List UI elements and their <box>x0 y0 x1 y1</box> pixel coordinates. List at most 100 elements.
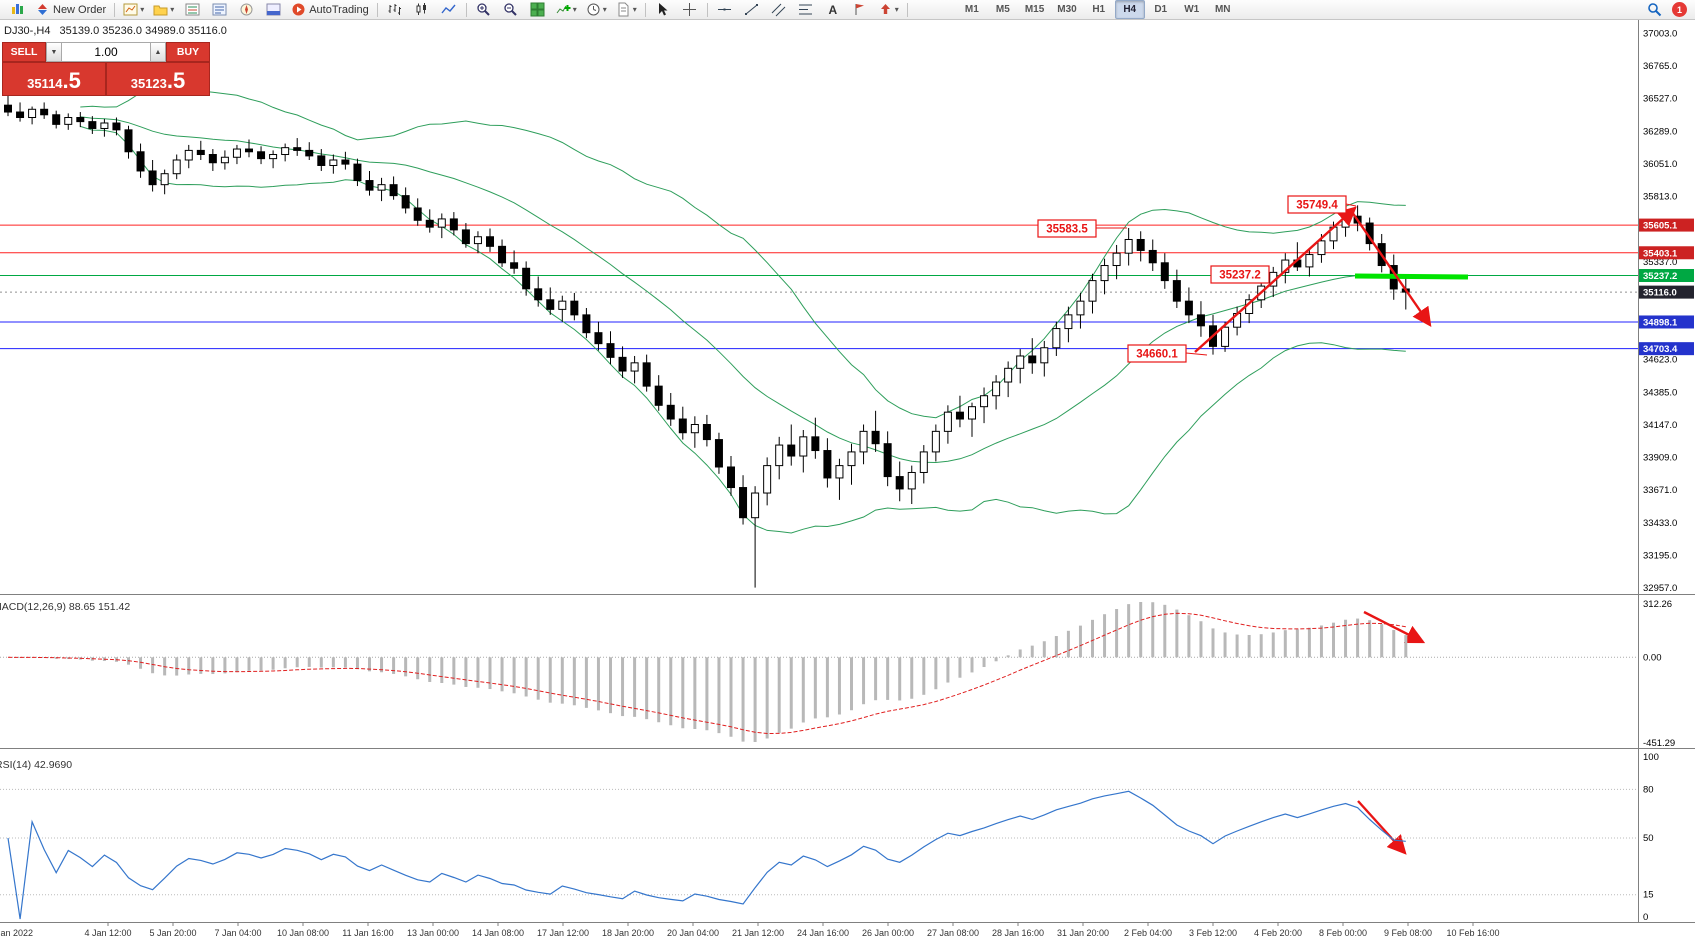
search-icon <box>1647 3 1661 17</box>
terminal-icon <box>266 3 281 16</box>
candlestick-chart-icon <box>416 3 427 15</box>
volume-input[interactable] <box>62 42 150 62</box>
chart-annotations[interactable]: 35749.4 35583.5 35237.2 34660.1 <box>1037 195 1469 855</box>
sell-button[interactable]: SELL <box>2 42 46 62</box>
horizontal-line-icon <box>718 8 732 11</box>
navigator-button[interactable] <box>233 0 259 19</box>
macd-panel: MACD(12,26,9) 88.65 151.42 312.26 0.00 -451… <box>0 599 1675 749</box>
periods-button[interactable]: ▾ <box>582 0 611 19</box>
svg-text:34703.4: 34703.4 <box>1643 344 1678 355</box>
profiles-button[interactable]: ▾ <box>149 0 178 19</box>
fibonacci-icon <box>799 4 813 15</box>
horizontal-line-button[interactable] <box>712 0 738 19</box>
crosshair-button[interactable] <box>677 0 703 19</box>
svg-text:35403.1: 35403.1 <box>1643 248 1678 259</box>
line-chart-button[interactable] <box>436 0 462 19</box>
svg-text:34898.1: 34898.1 <box>1643 317 1678 328</box>
market-watch-button[interactable] <box>179 0 205 19</box>
terminal-button[interactable] <box>260 0 286 19</box>
cursor-button[interactable] <box>650 0 676 19</box>
svg-text:26 Jan 00:00: 26 Jan 00:00 <box>862 928 914 938</box>
price-tag <box>1639 285 1694 299</box>
tile-windows-icon <box>530 2 545 17</box>
svg-text:3 Feb 12:00: 3 Feb 12:00 <box>1189 928 1237 938</box>
svg-text:0: 0 <box>1643 912 1648 923</box>
timeframe-m1-button[interactable]: M1 <box>964 4 979 15</box>
svg-text:-451.29: -451.29 <box>1643 738 1675 749</box>
timeframe-d1-button[interactable]: D1 <box>1154 4 1168 15</box>
data-window-button[interactable] <box>206 0 232 19</box>
time-axis[interactable]: Jan 2022 4 Jan 12:00 5 Jan 20:00 7 Jan 04:0… <box>0 922 1500 939</box>
fibonacci-button[interactable] <box>793 0 819 19</box>
price-tag <box>1639 269 1694 283</box>
sell-price[interactable]: 35114.5 <box>2 62 106 96</box>
volume-down-button[interactable]: ▼ <box>46 42 62 62</box>
tile-windows-button[interactable] <box>525 0 551 19</box>
svg-text:36051.0: 36051.0 <box>1643 159 1677 170</box>
timeframe-h1-button[interactable]: H1 <box>1092 4 1106 15</box>
panel-separators[interactable] <box>0 594 1695 923</box>
timeframe-mn-button[interactable]: MN <box>1214 4 1231 15</box>
svg-text:35749.4: 35749.4 <box>1296 200 1338 212</box>
svg-text:20 Jan 04:00: 20 Jan 04:00 <box>667 928 719 938</box>
chevron-down-icon: ▾ <box>602 5 607 14</box>
timeframe-m5-button[interactable]: M5 <box>995 4 1010 15</box>
horizontal-lines[interactable] <box>0 224 1638 350</box>
chevron-down-icon: ▾ <box>170 5 175 14</box>
new-order-button[interactable]: New Order <box>31 0 110 19</box>
timeframe-m30-button[interactable]: M30 <box>1057 4 1077 15</box>
templates-button[interactable]: ▾ <box>612 0 641 19</box>
chevron-down-icon: ▾ <box>894 5 899 14</box>
svg-text:100: 100 <box>1643 752 1659 763</box>
buy-button[interactable]: BUY <box>166 42 210 62</box>
crosshair-icon <box>683 3 697 16</box>
svg-text:28 Jan 16:00: 28 Jan 16:00 <box>992 928 1044 938</box>
candlestick-chart-button[interactable] <box>409 0 435 19</box>
svg-text:34385.0: 34385.0 <box>1643 387 1677 398</box>
timeframe-w1-button[interactable]: W1 <box>1184 4 1200 15</box>
price-callout <box>1210 265 1270 284</box>
svg-text:35813.0: 35813.0 <box>1643 192 1677 203</box>
svg-text:18 Jan 20:00: 18 Jan 20:00 <box>602 928 654 938</box>
svg-text:36289.0: 36289.0 <box>1643 126 1677 137</box>
arrows-button[interactable]: ▾ <box>874 0 903 19</box>
svg-text:35337.0: 35337.0 <box>1643 257 1677 268</box>
zoom-out-button[interactable] <box>498 0 524 19</box>
indicators-button[interactable]: ▾ <box>552 0 581 19</box>
autotrading-icon <box>292 3 305 16</box>
svg-text:312.26: 312.26 <box>1643 599 1672 610</box>
separator <box>906 2 908 17</box>
svg-text:2 Feb 04:00: 2 Feb 04:00 <box>1124 928 1172 938</box>
price-axis[interactable]: 37003.0 36765.0 36527.0 36289.0 36051.0 35813… <box>1638 20 1695 922</box>
buy-price[interactable]: 35123.5 <box>106 62 210 96</box>
channel-button[interactable] <box>766 0 792 19</box>
volume-up-button[interactable]: ▲ <box>150 42 166 62</box>
autotrading-button[interactable]: AutoTrading <box>287 0 373 19</box>
timeframe-h4-button[interactable]: H4 <box>1114 0 1145 19</box>
new-chart-button[interactable]: ▾ <box>119 0 148 19</box>
indicators-icon <box>556 5 571 14</box>
notification-badge[interactable]: 1 <box>1672 2 1687 17</box>
text-label-button[interactable] <box>847 0 873 19</box>
symbol-period-label: DJ30-,H4 <box>4 25 51 37</box>
trendline-button[interactable] <box>739 0 765 19</box>
trade-panel-prices: 35114.5 35123.5 <box>2 62 210 96</box>
zoom-in-button[interactable] <box>471 0 497 19</box>
svg-text:14 Jan 08:00: 14 Jan 08:00 <box>472 928 524 938</box>
svg-text:27 Jan 08:00: 27 Jan 08:00 <box>927 928 979 938</box>
svg-text:7 Jan 04:00: 7 Jan 04:00 <box>214 928 261 938</box>
bar-chart-icon <box>388 4 402 15</box>
new-order-label: New Order <box>53 3 107 16</box>
chart-title: DJ30-,H4 35139.0 35236.0 34989.0 35116.0 <box>4 25 236 37</box>
search-button[interactable] <box>1641 0 1667 19</box>
text-button[interactable]: A <box>820 0 846 19</box>
timeframe-m15-button[interactable]: M15 <box>1024 4 1045 15</box>
bar-chart-button[interactable] <box>382 0 408 19</box>
svg-text:34147.0: 34147.0 <box>1643 420 1677 431</box>
channel-icon <box>771 3 786 17</box>
svg-text:10 Jan 08:00: 10 Jan 08:00 <box>277 928 329 938</box>
app-menu-button[interactable] <box>4 0 30 19</box>
svg-text:33671.0: 33671.0 <box>1643 485 1677 496</box>
buy-price-big: .5 <box>166 68 186 93</box>
